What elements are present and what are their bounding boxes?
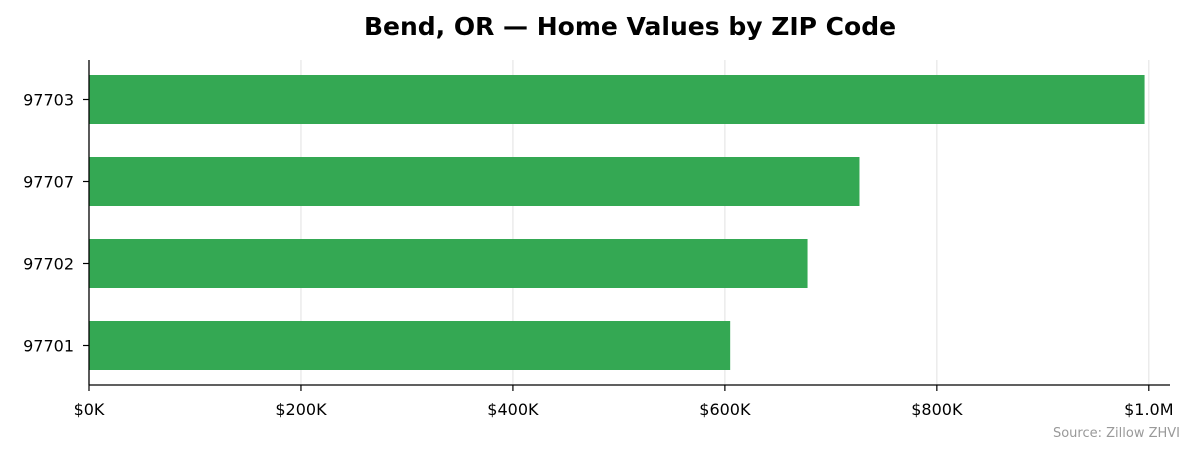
y-tick-label-97701: 97701 [23, 337, 74, 356]
bar-97703 [89, 75, 1145, 124]
bars [89, 75, 1145, 370]
x-tick-label-1: $200K [275, 400, 327, 419]
y-tick-label-97703: 97703 [23, 91, 74, 110]
x-tick-label-4: $800K [911, 400, 963, 419]
x-tick-label-3: $600K [699, 400, 751, 419]
tick-labels: $0K $200K $400K $600K $800K $1.0M 97703 97707 97… [23, 91, 1173, 420]
source-note: Source: Zillow ZHVI [1053, 426, 1180, 441]
x-tick-label-5: $1.0M [1124, 400, 1173, 419]
y-tick-label-97707: 97707 [23, 173, 74, 192]
x-tick-label-0: $0K [74, 400, 105, 419]
bar-97707 [89, 157, 860, 206]
bar-97702 [89, 239, 808, 288]
axes [83, 60, 1170, 391]
chart-title: Bend, OR — Home Values by ZIP Code [364, 12, 896, 41]
y-tick-label-97702: 97702 [23, 255, 74, 274]
bar-97701 [89, 321, 731, 370]
x-tick-label-2: $400K [487, 400, 539, 419]
